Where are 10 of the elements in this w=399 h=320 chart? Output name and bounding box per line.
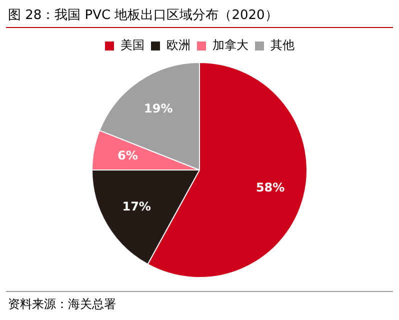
chart-title: 图 28：我国 PVC 地板出口区域分布（2020）	[8, 7, 278, 24]
data-label: 58%	[256, 180, 285, 194]
data-label: 6%	[118, 148, 138, 162]
legend-label: 欧洲	[166, 38, 190, 52]
data-label: 19%	[144, 102, 173, 116]
legend-label: 其他	[270, 38, 294, 52]
text: 资料来源：海关总署	[8, 296, 116, 313]
legend-label: 加拿大	[212, 38, 248, 52]
legend-label: 美国	[120, 38, 144, 52]
data-label: 17%	[122, 199, 151, 214]
